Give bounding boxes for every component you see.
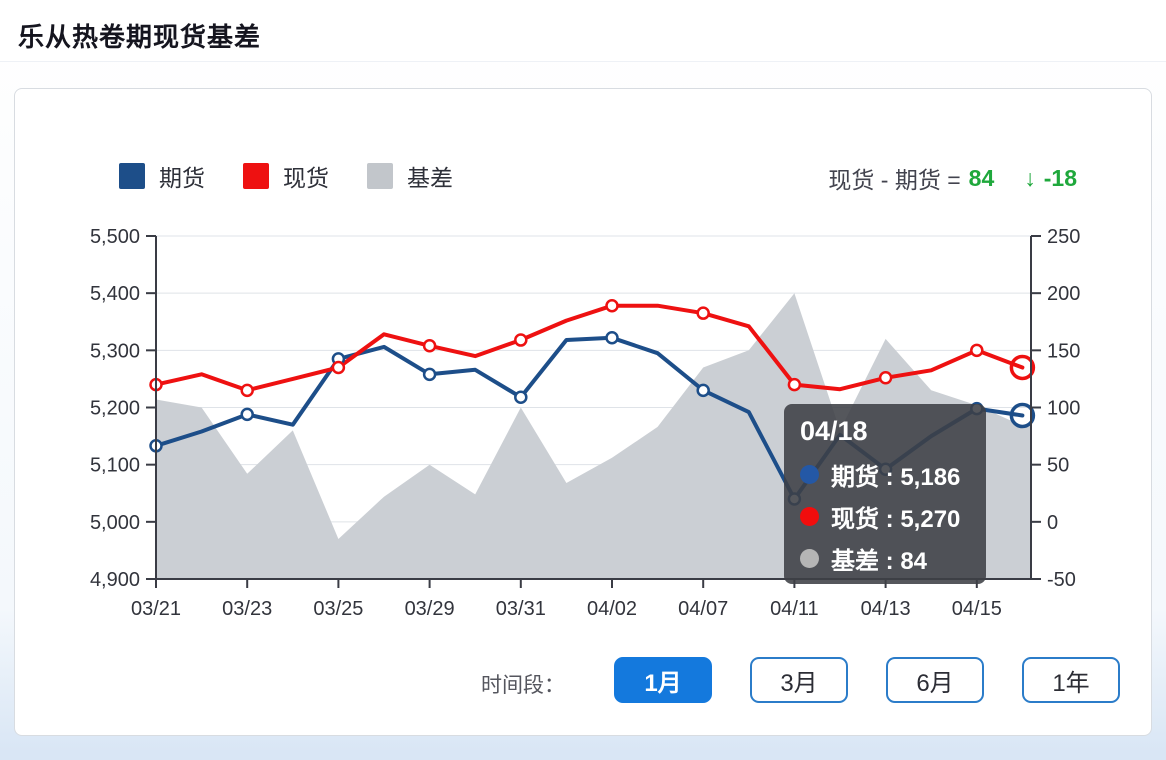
time-range-button-1年[interactable]: 1年 [1022, 657, 1120, 703]
futures-current-ring [1009, 402, 1036, 429]
spot-point-marker [240, 383, 254, 398]
tooltip-series-dot-icon [800, 506, 819, 526]
legend-label: 基差 [407, 165, 453, 191]
x-axis-label: 04/13 [861, 598, 911, 620]
x-axis-label: 03/29 [405, 598, 455, 620]
spot-current-ring [1009, 354, 1036, 381]
legend-swatch-icon [367, 163, 393, 189]
left-axis-label: 5,500 [90, 226, 140, 248]
legend-swatch-icon [243, 163, 269, 189]
tooltip-row-text: 期货 : 5,186 [831, 463, 961, 491]
right-axis-label: 250 [1047, 226, 1080, 248]
x-axis-label: 04/07 [678, 598, 728, 620]
futures-point-marker [422, 367, 437, 382]
tooltip-date: 04/18 [800, 416, 868, 446]
legend-swatch-icon [119, 163, 145, 189]
page-title: 乐从热卷期现货基差 [18, 22, 262, 52]
x-axis-label: 03/25 [313, 598, 363, 620]
legend-item-2[interactable]: 现货 [243, 159, 329, 193]
time-range-button-1月[interactable]: 1月 [614, 657, 712, 703]
legend-label: 期货 [159, 165, 205, 191]
time-range-buttons: 1月 3月 6月 1年 [614, 657, 1120, 703]
basis-value: 84 [968, 164, 995, 191]
x-axis-label: 04/15 [952, 598, 1002, 620]
tooltip-row-2: 现货 : 5,270 [800, 495, 970, 537]
right-axis-label: 100 [1047, 398, 1080, 420]
tooltip-row-text: 基差 : 84 [831, 547, 928, 575]
left-axis-label: 5,400 [90, 283, 140, 305]
x-axis-label: 04/11 [770, 598, 819, 620]
right-axis-label: 0 [1047, 512, 1058, 534]
left-axis-label: 5,300 [90, 340, 140, 362]
spot-point-marker [696, 306, 710, 320]
tooltip-series-dot-icon [800, 548, 819, 568]
futures-point-marker [696, 383, 710, 398]
tooltip-row-1: 期货 : 5,186 [800, 453, 970, 495]
chart-legend: 期货 现货 基差 [119, 159, 453, 193]
futures-point-marker [605, 331, 619, 345]
left-axis-label: 5,100 [90, 455, 140, 477]
right-axis-label: 50 [1047, 455, 1069, 477]
tooltip-series-dot-icon [800, 464, 819, 484]
legend-item-1[interactable]: 期货 [119, 159, 205, 193]
page-header: 乐从热卷期现货基差 [0, 0, 1166, 62]
time-range-label: 时间段： [481, 674, 565, 697]
left-axis-label: 5,200 [90, 398, 140, 420]
spot-point-marker [878, 371, 893, 385]
legend-label: 现货 [283, 165, 329, 191]
chart-tooltip: 04/18 期货 : 5,186 现货 : 5,270 基差 : 84 [784, 404, 986, 584]
futures-point-marker [240, 407, 254, 422]
spot-point-marker [970, 343, 984, 358]
basis-change-value: -18 [1043, 164, 1077, 191]
basis-formula-label: 现货 - 期货 = [828, 167, 961, 193]
right-axis-label: -50 [1047, 569, 1076, 591]
legend-item-3[interactable]: 基差 [367, 159, 453, 193]
x-axis-label: 03/31 [496, 598, 546, 620]
x-axis-label: 04/02 [587, 598, 637, 620]
right-axis-label: 200 [1047, 283, 1080, 305]
tooltip-row-3: 基差 : 84 [800, 537, 970, 579]
chart-card: 期货 现货 基差 现货 - 期货 = 84 ↓ -18 4,900 5,000 5,10… [14, 88, 1152, 736]
basis-summary: 现货 - 期货 = 84 ↓ -18 [828, 161, 1077, 195]
time-range-button-3月[interactable]: 3月 [750, 657, 848, 703]
left-axis-label: 5,000 [90, 512, 140, 534]
time-range-bar: 时间段： 1月 3月 6月 1年 [15, 657, 1153, 707]
x-axis-label: 03/23 [222, 598, 272, 620]
futures-point-marker [514, 390, 528, 404]
left-axis-label: 4,900 [90, 569, 140, 591]
right-axis-label: 150 [1047, 340, 1080, 362]
spot-point-marker [605, 298, 619, 313]
spot-point-marker [331, 360, 346, 375]
x-axis-label: 03/21 [131, 598, 181, 620]
spot-line [154, 303, 1025, 393]
spot-point-marker [514, 333, 528, 347]
down-arrow-icon: ↓ [1024, 164, 1036, 191]
tooltip-row-text: 现货 : 5,270 [831, 505, 961, 533]
time-range-button-6月[interactable]: 6月 [886, 657, 984, 703]
spot-point-marker [422, 339, 437, 353]
spot-point-marker [787, 377, 802, 392]
